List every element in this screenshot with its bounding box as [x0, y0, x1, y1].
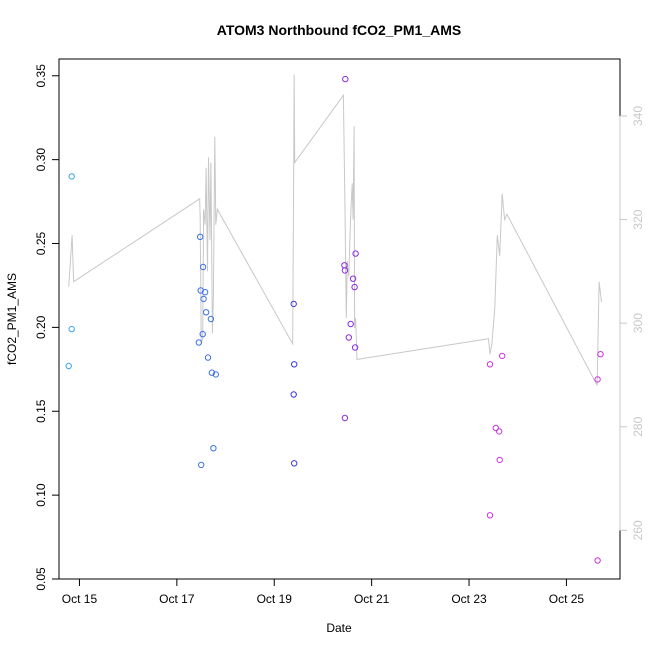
- data-point: [200, 295, 207, 303]
- scatter-points: [65, 75, 604, 564]
- x-tick-label: Oct 17: [159, 592, 195, 606]
- right-axis-line-series: [68, 74, 602, 386]
- data-point: [65, 362, 72, 370]
- data-point: [486, 361, 494, 368]
- data-point: [202, 309, 210, 316]
- x-tick-label: Oct 15: [62, 592, 98, 606]
- data-point: [347, 320, 354, 328]
- data-point: [594, 557, 601, 564]
- data-point: [199, 330, 206, 338]
- data-point: [68, 173, 75, 180]
- y-axis-right: 260 280 300 320 340: [619, 106, 645, 540]
- data-point: [195, 339, 203, 346]
- data-point: [212, 371, 220, 378]
- data-point: [486, 512, 494, 519]
- data-point: [499, 352, 506, 360]
- data-point: [341, 267, 349, 274]
- plot-area-border: [58, 58, 621, 580]
- y2-tick-label: 260: [631, 520, 645, 540]
- y-tick-label: 0.35: [34, 64, 48, 88]
- data-point: [201, 289, 209, 296]
- data-point: [594, 376, 601, 383]
- data-point: [290, 300, 297, 308]
- data-point: [349, 275, 357, 282]
- data-point: [290, 391, 297, 398]
- x-axis: Oct 15 Oct 17 Oct 19 Oct 21 Oct 23 Oct 25: [62, 578, 585, 606]
- y-tick-label: 0.30: [34, 148, 48, 172]
- data-point: [207, 315, 215, 323]
- data-point: [341, 414, 349, 422]
- y-axis-left: 0.05 0.10 0.15 0.20 0.25 0.30 0.35: [34, 64, 60, 591]
- y2-tick-label: 340: [631, 106, 645, 126]
- y-tick-label: 0.05: [34, 567, 48, 591]
- data-point: [351, 283, 358, 291]
- data-point: [198, 461, 205, 469]
- data-point: [208, 369, 216, 376]
- data-point: [352, 250, 359, 257]
- data-point: [342, 75, 349, 83]
- data-point: [199, 263, 207, 271]
- data-point: [597, 351, 604, 358]
- y-tick-label: 0.10: [34, 483, 48, 507]
- data-point: [345, 334, 352, 341]
- data-point: [496, 456, 503, 464]
- data-point: [68, 325, 75, 333]
- x-axis-label: Date: [326, 621, 352, 635]
- y-tick-label: 0.25: [34, 232, 48, 256]
- data-point: [351, 344, 359, 351]
- data-point: [204, 354, 212, 361]
- y2-tick-label: 280: [631, 416, 645, 436]
- data-point: [496, 428, 503, 435]
- data-point: [197, 233, 204, 241]
- series-line: [68, 74, 602, 386]
- x-tick-label: Oct 23: [451, 592, 487, 606]
- data-point: [291, 361, 298, 368]
- data-point: [492, 424, 499, 432]
- data-point: [210, 445, 217, 452]
- y2-tick-label: 300: [631, 313, 645, 333]
- x-tick-label: Oct 25: [549, 592, 585, 606]
- x-tick-label: Oct 21: [354, 592, 390, 606]
- y-axis-label: fCO2_PM1_AMS: [5, 273, 19, 365]
- y-tick-label: 0.15: [34, 399, 48, 423]
- y-tick-label: 0.20: [34, 315, 48, 339]
- data-point: [291, 460, 298, 467]
- y2-tick-label: 320: [631, 209, 645, 229]
- x-tick-label: Oct 19: [257, 592, 293, 606]
- chart-title: ATOM3 Northbound fCO2_PM1_AMS: [217, 22, 462, 38]
- data-point: [341, 262, 348, 269]
